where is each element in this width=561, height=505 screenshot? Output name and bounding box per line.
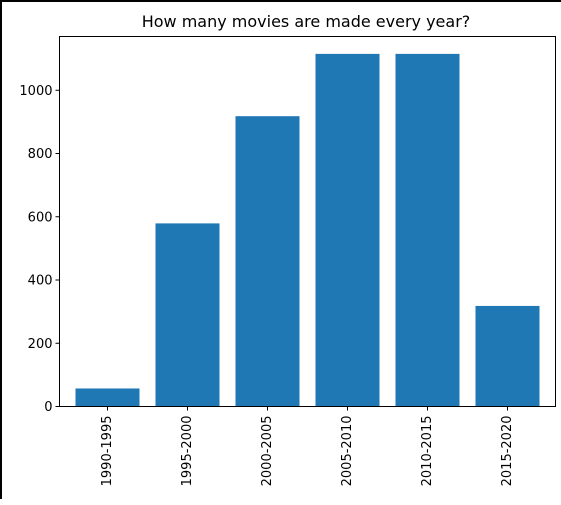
y-tick-label-200: 200 [28, 337, 53, 352]
y-tick-label-800: 800 [28, 147, 53, 162]
y-axis: 0 200 400 600 800 1000 [19, 84, 60, 415]
y-tick-label-600: 600 [28, 210, 53, 225]
x-tick-label-2015-2020: 2015-2020 [500, 416, 515, 487]
x-tick-label-2005-2010: 2005-2010 [340, 416, 355, 487]
bar-1995-2000 [155, 223, 220, 407]
chart-title: How many movies are made every year? [142, 12, 471, 31]
plot-area-frame [59, 36, 556, 407]
bar-2015-2020 [475, 305, 540, 407]
y-tick-label-1000: 1000 [19, 84, 52, 99]
x-axis: 1990-1995 1995-2000 2000-2005 2005-2010 2010… [100, 406, 515, 487]
x-tick-label-2000-2005: 2000-2005 [260, 416, 275, 487]
bars-group [75, 53, 540, 407]
bar-2000-2005 [235, 116, 300, 407]
x-tick-label-2010-2015: 2010-2015 [420, 416, 435, 487]
y-tick-label-400: 400 [28, 274, 53, 289]
bar-2005-2010 [315, 53, 380, 407]
bar-1990-1995 [75, 388, 140, 407]
bar-2010-2015 [395, 53, 460, 407]
x-tick-label-1990-1995: 1990-1995 [100, 416, 115, 487]
y-tick-label-0: 0 [44, 400, 52, 415]
x-tick-label-1995-2000: 1995-2000 [180, 416, 195, 487]
